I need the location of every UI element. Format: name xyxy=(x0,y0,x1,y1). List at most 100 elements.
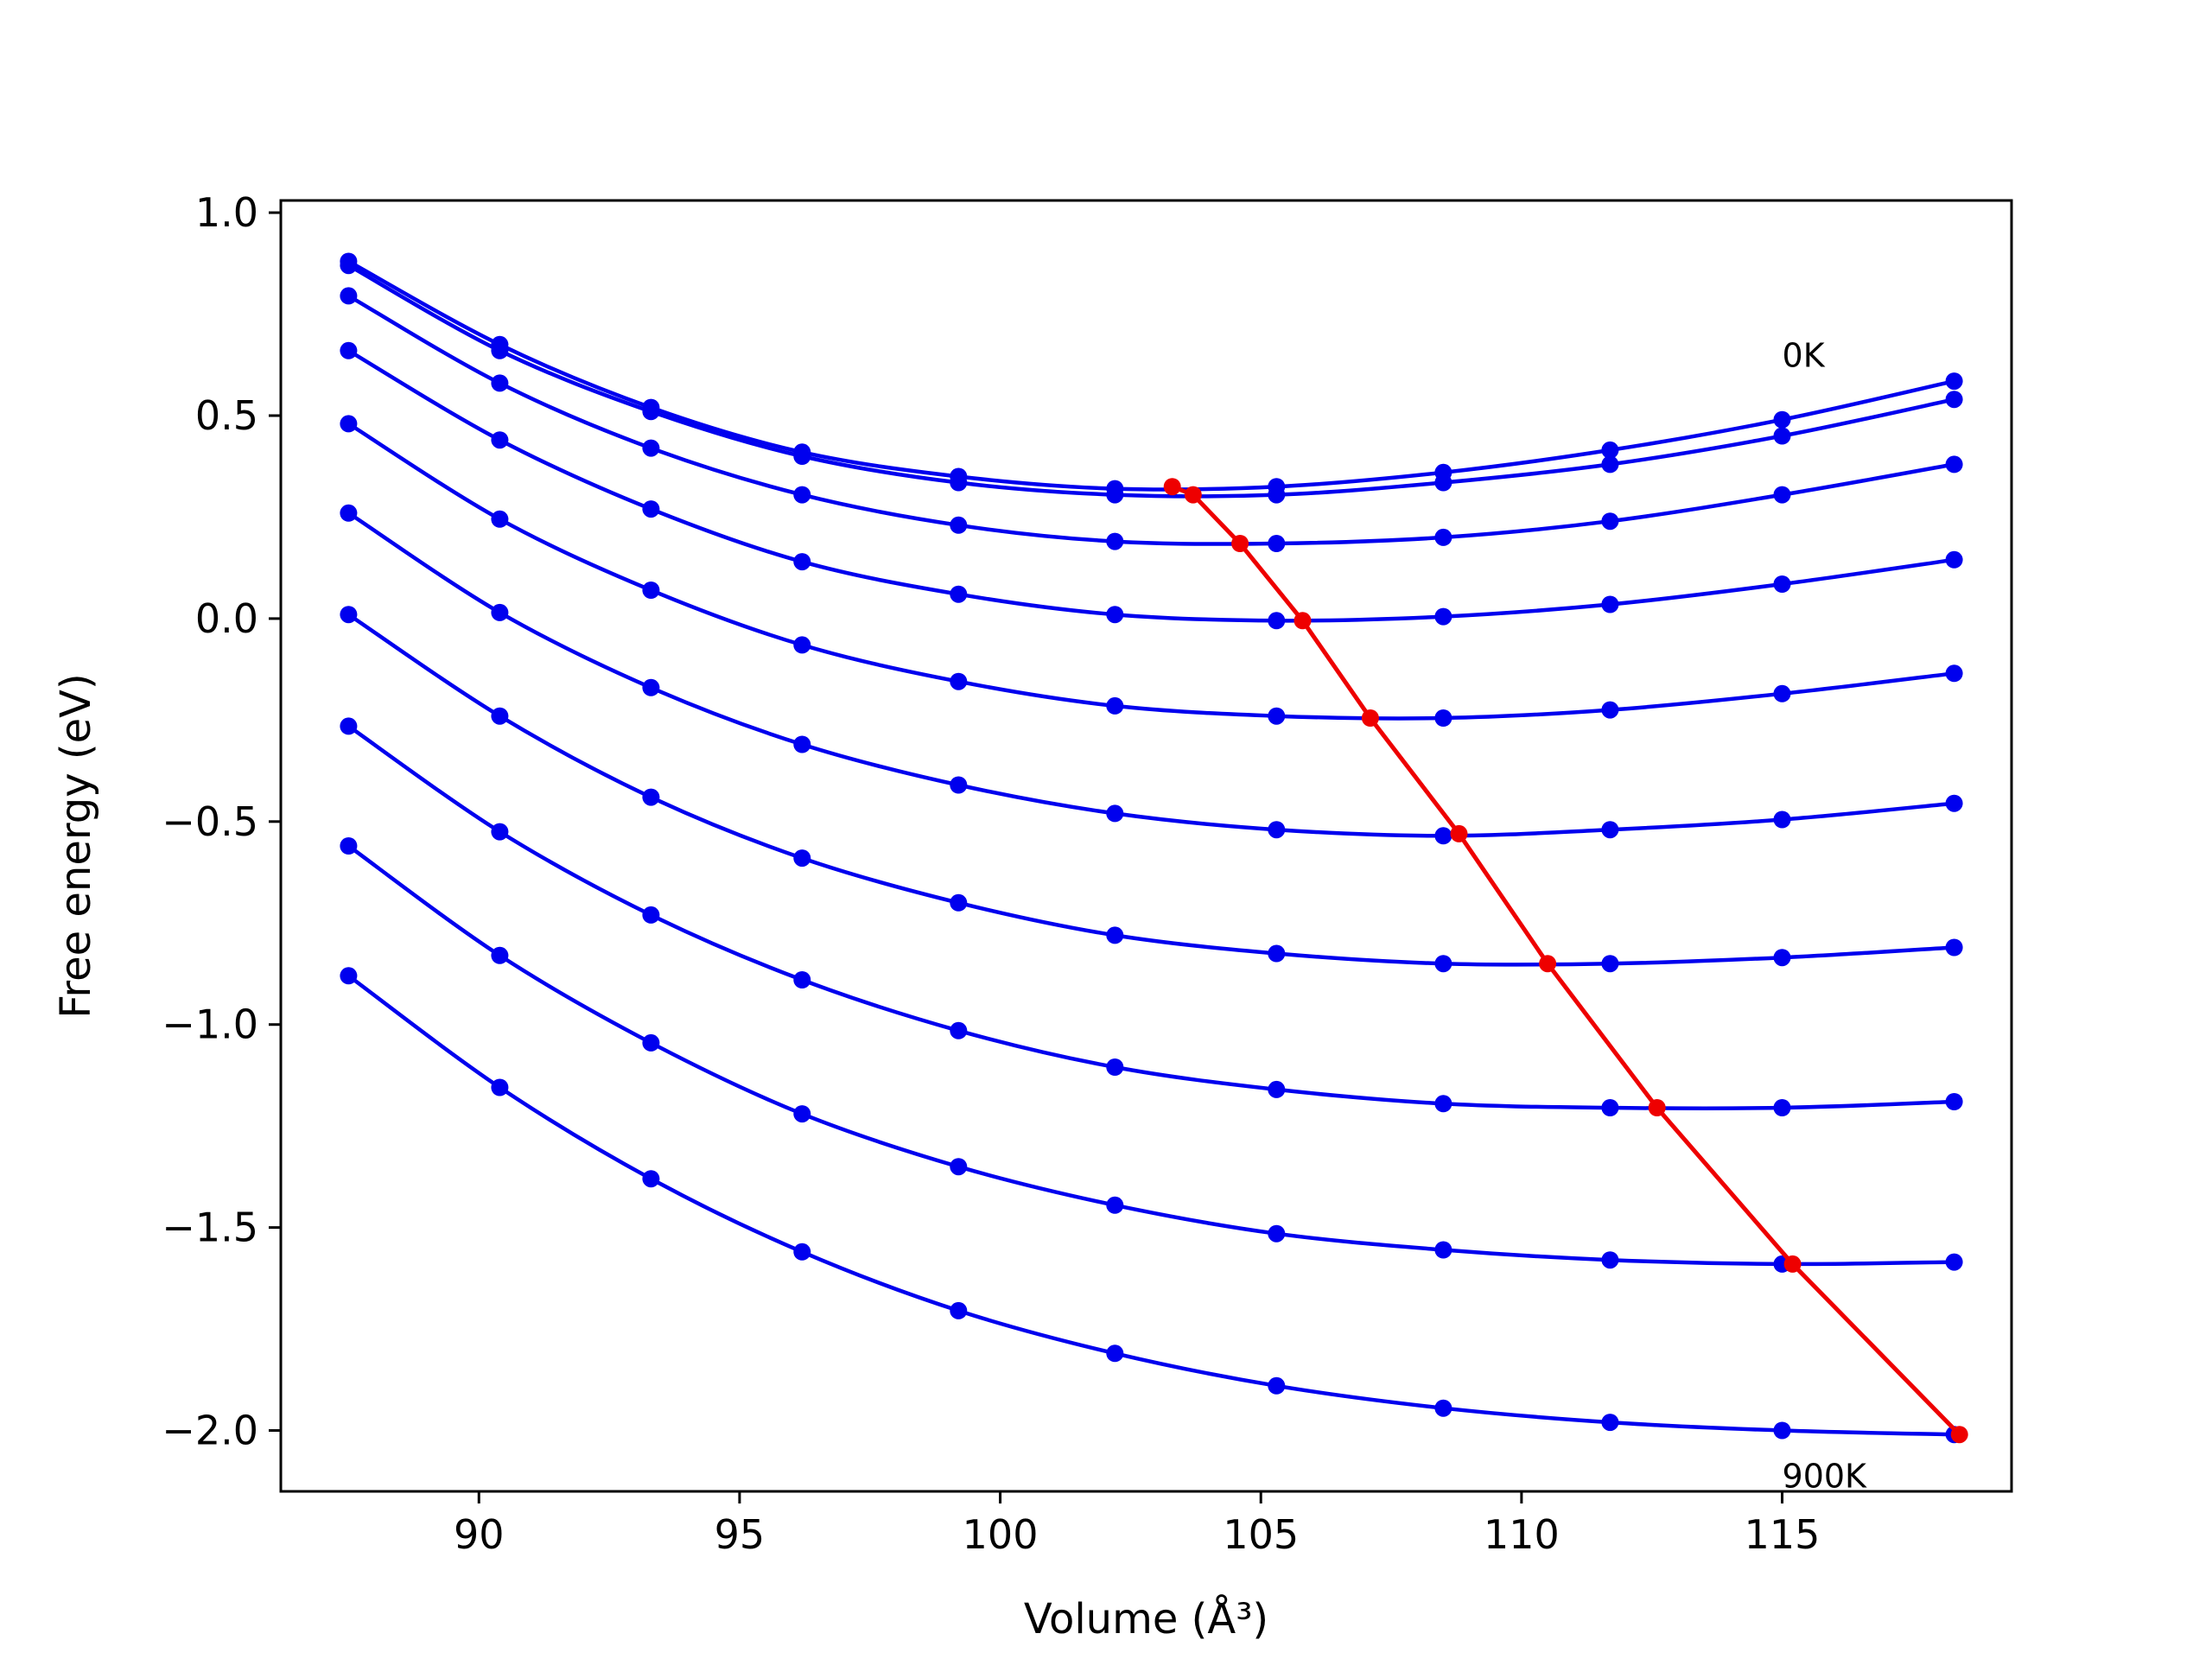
series-7-point-2 xyxy=(642,906,660,924)
series-1-point-8 xyxy=(1601,455,1619,474)
series-8-point-2 xyxy=(642,1033,660,1052)
series-1-point-2 xyxy=(642,403,660,421)
series-7-point-10 xyxy=(1945,1093,1963,1110)
series-1-point-5 xyxy=(1106,486,1124,504)
series-3-point-1 xyxy=(491,431,509,449)
series-3-point-3 xyxy=(793,553,811,571)
y-tick-label-3: −0.5 xyxy=(162,798,258,845)
x-tick-label-3: 105 xyxy=(1223,1511,1299,1558)
y-tick-label-6: −2.0 xyxy=(162,1408,258,1454)
series-9-point-7 xyxy=(1434,1399,1452,1417)
series-5-point-10 xyxy=(1945,794,1963,812)
minimum-point-5 xyxy=(1450,824,1468,842)
series-9-point-5 xyxy=(1106,1344,1124,1363)
y-tick-label-5: −1.5 xyxy=(162,1205,258,1251)
series-5-point-0 xyxy=(340,504,358,522)
series-7-point-9 xyxy=(1773,1099,1791,1116)
series-line-2 xyxy=(347,294,1955,546)
series-1-point-3 xyxy=(793,448,811,465)
series-6-point-6 xyxy=(1268,944,1286,963)
series-8-point-7 xyxy=(1434,1241,1452,1259)
series-4-point-4 xyxy=(950,672,968,690)
series-5-point-7 xyxy=(1434,827,1452,845)
series-9-point-2 xyxy=(642,1170,660,1188)
series-8-point-3 xyxy=(793,1105,811,1123)
minimum-point-6 xyxy=(1539,955,1557,973)
series-line-4 xyxy=(347,422,1955,721)
plot-frame xyxy=(279,199,2013,1493)
series-4-point-2 xyxy=(642,582,660,599)
series-8-point-6 xyxy=(1268,1224,1286,1243)
series-5-point-9 xyxy=(1773,810,1791,829)
series-4-point-10 xyxy=(1945,664,1963,683)
annotation-0: 0K xyxy=(1783,337,1826,375)
series-4-point-8 xyxy=(1601,701,1619,719)
annotation-1: 900K xyxy=(1783,1457,1868,1495)
series-3-point-4 xyxy=(950,585,968,603)
series-9-point-9 xyxy=(1773,1421,1791,1440)
series-9-point-0 xyxy=(340,967,358,985)
series-4-point-7 xyxy=(1434,709,1452,727)
series-line-0 xyxy=(347,259,1955,492)
series-line-1 xyxy=(347,264,1955,499)
minimum-point-4 xyxy=(1361,709,1379,727)
x-tick-label-5: 115 xyxy=(1745,1511,1821,1558)
series-0-point-10 xyxy=(1945,372,1963,391)
series-2-point-7 xyxy=(1434,528,1452,546)
series-7-point-5 xyxy=(1106,1058,1124,1076)
series-3-point-9 xyxy=(1773,575,1791,593)
series-5-point-5 xyxy=(1106,804,1124,823)
y-tick-label-1: 0.5 xyxy=(195,392,258,439)
series-1-point-6 xyxy=(1268,486,1286,504)
series-6-point-1 xyxy=(491,707,509,725)
series-4-point-6 xyxy=(1268,707,1286,725)
series-8-point-5 xyxy=(1106,1196,1124,1214)
series-3-point-6 xyxy=(1268,612,1286,630)
series-line-6 xyxy=(347,613,1955,967)
series-5-point-6 xyxy=(1268,821,1286,839)
series-7-point-3 xyxy=(793,971,811,988)
minimum-point-0 xyxy=(1163,478,1181,496)
series-2-point-5 xyxy=(1106,532,1124,550)
series-line-7 xyxy=(347,724,1955,1111)
series-7-point-7 xyxy=(1434,1095,1452,1113)
series-3-point-8 xyxy=(1601,595,1619,613)
series-9-point-1 xyxy=(491,1078,509,1096)
series-6-point-4 xyxy=(950,893,968,912)
minimum-line-group xyxy=(1163,478,1968,1444)
series-6-point-10 xyxy=(1945,938,1963,957)
series-1-point-1 xyxy=(491,341,509,359)
x-tick-label-1: 95 xyxy=(715,1511,766,1558)
series-6-point-8 xyxy=(1601,955,1619,973)
series-6-point-5 xyxy=(1106,926,1124,944)
series-2-point-6 xyxy=(1268,535,1286,552)
series-5-point-8 xyxy=(1601,821,1619,839)
series-0-point-9 xyxy=(1773,410,1791,429)
minimum-point-2 xyxy=(1231,535,1249,552)
series-3-point-0 xyxy=(340,341,358,359)
series-6-point-2 xyxy=(642,788,660,806)
series-6-point-0 xyxy=(340,606,358,624)
series-4-point-1 xyxy=(491,510,509,528)
series-9-point-6 xyxy=(1268,1376,1286,1395)
y-axis-label: Free energy (eV) xyxy=(52,673,100,1018)
x-tick-label-2: 100 xyxy=(963,1511,1039,1558)
series-2-point-1 xyxy=(491,374,509,392)
minimum-point-9 xyxy=(1950,1426,1968,1444)
series-2-point-8 xyxy=(1601,512,1619,531)
series-1-point-9 xyxy=(1773,427,1791,445)
series-2-point-10 xyxy=(1945,455,1963,474)
series-0-point-8 xyxy=(1601,441,1619,459)
y-tick-label-0: 1.0 xyxy=(195,189,258,236)
series-1-point-4 xyxy=(950,474,968,492)
series-7-point-0 xyxy=(340,717,358,735)
series-2-point-9 xyxy=(1773,486,1791,504)
series-8-point-10 xyxy=(1945,1253,1963,1271)
series-4-point-5 xyxy=(1106,696,1124,715)
y-tick-label-4: −1.0 xyxy=(162,1001,258,1048)
series-2-point-3 xyxy=(793,486,811,504)
series-5-point-1 xyxy=(491,603,509,621)
series-4-point-0 xyxy=(340,415,358,433)
series-6-point-3 xyxy=(793,849,811,868)
